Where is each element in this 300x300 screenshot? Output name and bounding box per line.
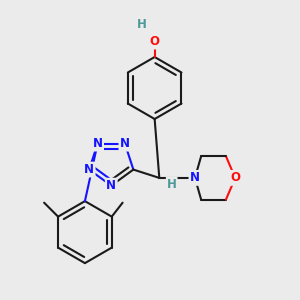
Text: N: N [120,137,130,150]
Text: N: N [120,137,130,150]
Text: O: O [150,35,160,48]
Text: N: N [93,137,103,150]
Text: N: N [190,171,200,184]
Text: H: H [137,18,147,31]
Text: N: N [93,137,103,150]
Text: N: N [106,179,116,192]
Text: O: O [150,35,160,48]
Text: N: N [84,163,94,176]
Text: H: H [167,178,177,190]
Text: O: O [230,171,240,184]
Text: H: H [137,18,147,31]
Text: N: N [190,171,200,184]
Text: H: H [167,178,177,190]
Text: O: O [230,171,240,184]
Text: N: N [106,179,116,192]
Text: N: N [84,163,94,176]
